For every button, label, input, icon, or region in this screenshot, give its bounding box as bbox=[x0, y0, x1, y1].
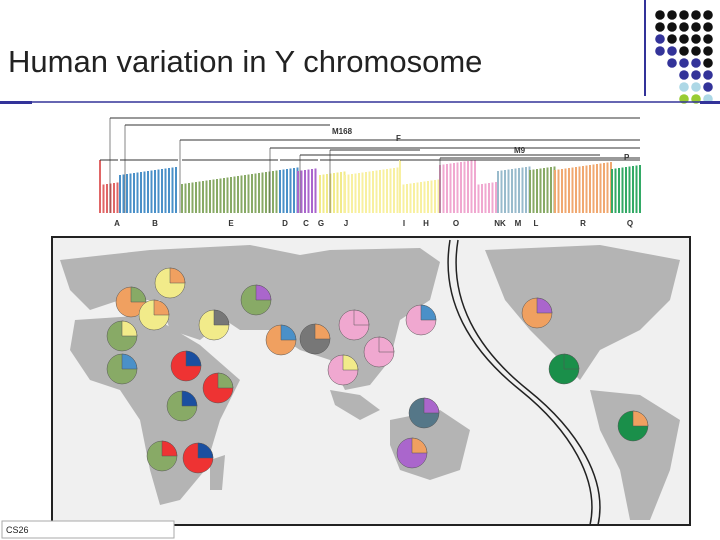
divider-accent bbox=[700, 101, 720, 104]
dot bbox=[679, 82, 689, 92]
dot bbox=[703, 46, 713, 56]
dot bbox=[667, 10, 677, 20]
phylogenetic-tree: A B E D C G J I H O NK M L R Q M168 F M9 P bbox=[99, 117, 641, 228]
haplogroup-label: G bbox=[318, 219, 324, 228]
dot bbox=[655, 10, 665, 20]
dot bbox=[691, 34, 701, 44]
dot bbox=[679, 34, 689, 44]
pie-wedge bbox=[423, 397, 440, 414]
pie-wedge bbox=[314, 323, 331, 340]
haplogroup-label: J bbox=[344, 219, 348, 228]
dot bbox=[655, 46, 665, 56]
dot bbox=[679, 10, 689, 20]
dot-grid bbox=[655, 10, 713, 104]
dot bbox=[703, 10, 713, 20]
haplogroup-label: NK bbox=[494, 219, 506, 228]
marker-label: M168 bbox=[332, 127, 353, 136]
pie-wedge bbox=[161, 440, 178, 457]
dot bbox=[703, 22, 713, 32]
pie-wedge bbox=[213, 309, 230, 326]
dot bbox=[655, 22, 665, 32]
dot bbox=[679, 46, 689, 56]
pie-wedge bbox=[130, 286, 147, 303]
haplogroup-label: Q bbox=[627, 219, 633, 228]
pie-wedge bbox=[197, 442, 214, 459]
haplogroup-label: E bbox=[228, 219, 234, 228]
dot bbox=[691, 10, 701, 20]
haplogroup-label: I bbox=[403, 219, 405, 228]
slide-title: Human variation in Y chromosome bbox=[8, 44, 482, 79]
marker-label: M9 bbox=[514, 146, 526, 155]
pie-wedge bbox=[353, 309, 370, 326]
dot bbox=[691, 82, 701, 92]
dot bbox=[679, 58, 689, 68]
dot bbox=[667, 46, 677, 56]
dot bbox=[691, 46, 701, 56]
haplogroup-label: C bbox=[303, 219, 309, 228]
footer-label: CS26 bbox=[6, 525, 29, 535]
pie-wedge bbox=[217, 372, 234, 389]
pie-wedge bbox=[121, 353, 138, 370]
dot bbox=[679, 22, 689, 32]
dot bbox=[667, 58, 677, 68]
pie-wedge bbox=[280, 324, 297, 341]
dot bbox=[691, 70, 701, 80]
footer-box bbox=[1, 520, 175, 539]
dot bbox=[703, 82, 713, 92]
dot bbox=[703, 58, 713, 68]
dot bbox=[667, 34, 677, 44]
divider-accent bbox=[0, 101, 32, 104]
pie-wedge bbox=[411, 437, 428, 454]
haplogroup-label: M bbox=[515, 219, 522, 228]
dot bbox=[703, 34, 713, 44]
pie-wedge bbox=[153, 299, 170, 316]
pie-wedge bbox=[169, 267, 186, 284]
pie-wedge bbox=[342, 354, 359, 371]
pie-wedge bbox=[121, 320, 138, 337]
pie-wedge bbox=[536, 297, 553, 314]
haplogroup-label: O bbox=[453, 219, 459, 228]
pie-wedge bbox=[632, 410, 649, 427]
pie-wedge bbox=[420, 304, 437, 321]
marker-label: F bbox=[396, 134, 401, 143]
dot bbox=[667, 22, 677, 32]
dot bbox=[703, 70, 713, 80]
haplogroup-label: B bbox=[152, 219, 158, 228]
haplogroup-label: H bbox=[423, 219, 429, 228]
haplogroup-label: R bbox=[580, 219, 586, 228]
haplogroup-label: A bbox=[114, 219, 120, 228]
dot bbox=[691, 58, 701, 68]
dot bbox=[679, 70, 689, 80]
pie-wedge bbox=[378, 336, 395, 353]
pie-wedge bbox=[563, 353, 580, 370]
world-map bbox=[51, 236, 691, 526]
pie-wedge bbox=[181, 390, 198, 407]
haplogroup-label: L bbox=[534, 219, 539, 228]
dot bbox=[655, 34, 665, 44]
marker-label: P bbox=[624, 153, 630, 162]
dot bbox=[691, 22, 701, 32]
haplogroup-label: D bbox=[282, 219, 288, 228]
pie-wedge bbox=[185, 350, 202, 367]
pie-wedge bbox=[255, 284, 272, 301]
